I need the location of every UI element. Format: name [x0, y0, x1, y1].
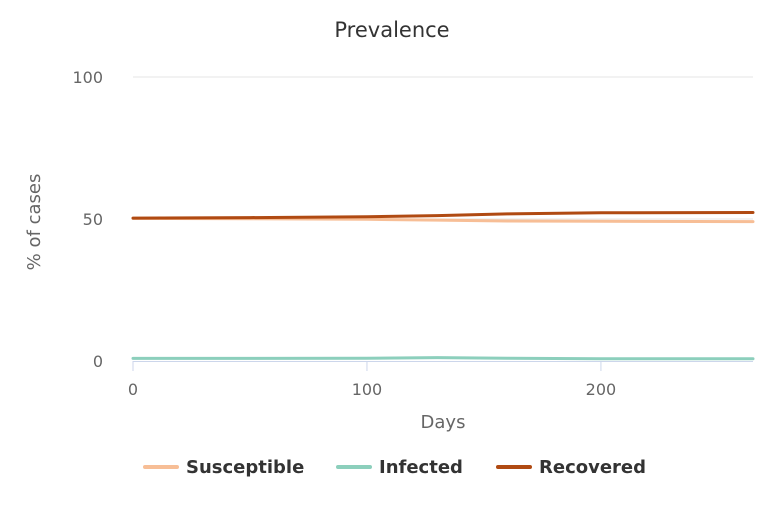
tick-labels: 0 50 100 0 100 200 — [72, 68, 616, 399]
x-tick-label: 0 — [128, 380, 138, 399]
grid-lines — [133, 76, 753, 220]
legend-label: Recovered — [539, 457, 646, 478]
x-axis-title: Days — [421, 412, 466, 433]
legend-label: Infected — [379, 457, 463, 478]
x-tick-label: 100 — [352, 380, 383, 399]
chart-title: Prevalence — [334, 18, 449, 42]
legend-item-infected[interactable]: Infected — [336, 457, 463, 478]
y-tick-label: 0 — [93, 352, 103, 371]
legend-item-susceptible[interactable]: Susceptible — [143, 457, 304, 478]
y-axis-title: % of cases — [24, 174, 45, 271]
legend-item-recovered[interactable]: Recovered — [496, 457, 646, 478]
y-tick-label: 50 — [83, 210, 103, 229]
legend-label: Susceptible — [186, 457, 304, 478]
y-tick-label: 100 — [72, 68, 103, 87]
axes — [132, 361, 753, 371]
series-lines — [131, 211, 755, 361]
series-line-infected[interactable] — [131, 356, 755, 361]
x-tick-label: 200 — [586, 380, 617, 399]
series-line-recovered[interactable] — [131, 211, 755, 220]
legend: Susceptible Infected Recovered — [143, 457, 646, 478]
